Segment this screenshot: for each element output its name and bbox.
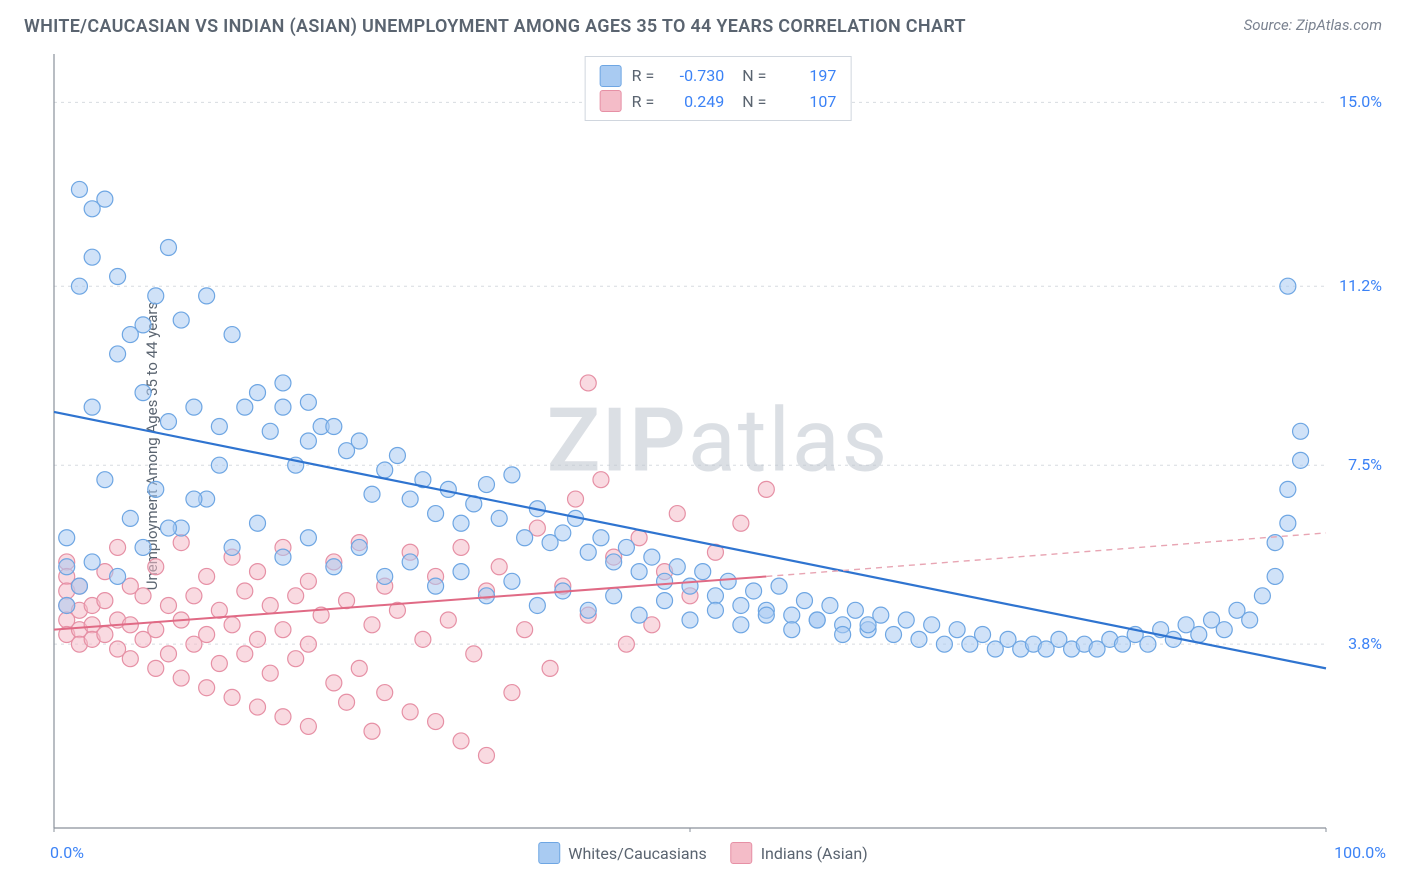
stats-row-series-2: R = 0.249 N = 107	[600, 89, 837, 115]
legend-swatch-1	[538, 842, 560, 864]
chart-title: WHITE/CAUCASIAN VS INDIAN (ASIAN) UNEMPL…	[24, 16, 966, 37]
legend-item-2: Indians (Asian)	[731, 842, 868, 864]
x-axis-max-label: 100.0%	[1334, 843, 1386, 862]
stats-swatch-2	[600, 90, 622, 112]
chart-header: WHITE/CAUCASIAN VS INDIAN (ASIAN) UNEMPL…	[0, 0, 1406, 45]
legend-label-2: Indians (Asian)	[761, 844, 868, 863]
legend-item-1: Whites/Caucasians	[538, 842, 706, 864]
y-tick-label: 11.2%	[1339, 276, 1382, 295]
y-tick-label: 15.0%	[1339, 92, 1382, 111]
correlation-stats-box: R = -0.730 N = 197 R = 0.249 N = 107	[585, 56, 852, 121]
stats-row-series-1: R = -0.730 N = 197	[600, 63, 837, 89]
y-tick-label: 3.8%	[1348, 634, 1382, 653]
scatter-plot-svg	[50, 50, 1386, 832]
legend-swatch-2	[731, 842, 753, 864]
x-axis-min-label: 0.0%	[50, 843, 84, 862]
stats-r-value-1: -0.730	[664, 63, 724, 89]
legend-label-1: Whites/Caucasians	[568, 844, 706, 863]
stats-r-label: R =	[632, 89, 655, 115]
stats-n-label: N =	[734, 89, 766, 115]
stats-n-value-1: 197	[776, 63, 836, 89]
stats-r-value-2: 0.249	[664, 89, 724, 115]
stats-swatch-1	[600, 65, 622, 87]
legend: Whites/Caucasians Indians (Asian)	[538, 842, 867, 864]
chart-plot-area: ZIPatlas R = -0.730 N = 197 R = 0.249 N …	[50, 50, 1386, 832]
stats-n-value-2: 107	[776, 89, 836, 115]
stats-r-label: R =	[632, 63, 655, 89]
y-tick-label: 7.5%	[1348, 455, 1382, 474]
source-attribution: Source: ZipAtlas.com	[1244, 16, 1382, 34]
stats-n-label: N =	[734, 63, 766, 89]
